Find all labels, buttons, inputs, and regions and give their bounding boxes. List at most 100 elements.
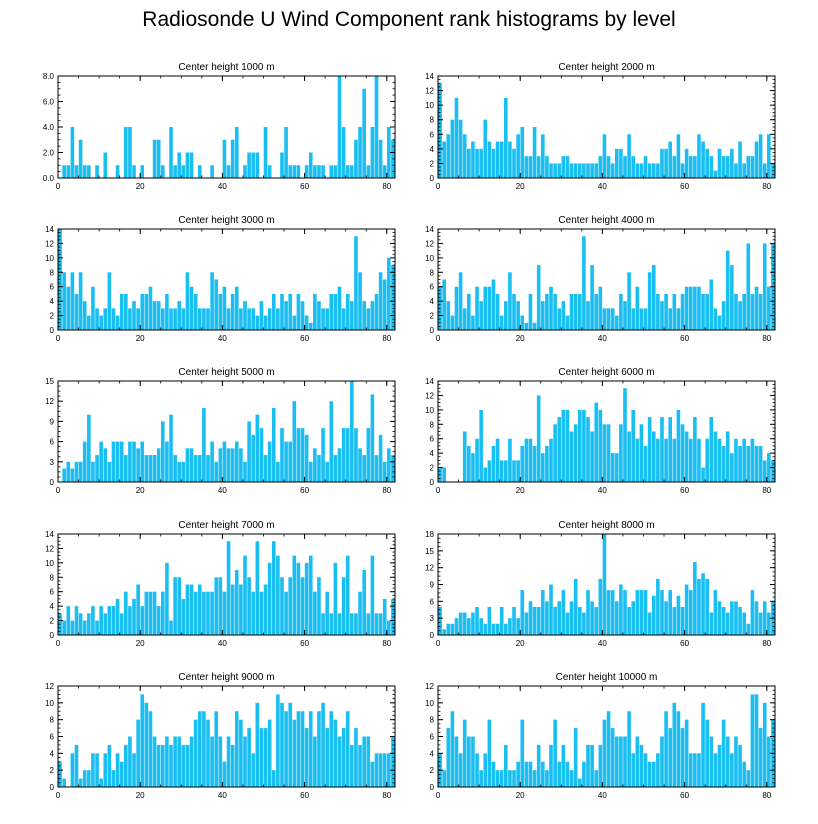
histogram-bar-4-49 (639, 308, 644, 330)
histogram-bar-1-70 (345, 165, 350, 178)
histogram-bar-4-5 (458, 272, 463, 330)
histogram-bar-1-16 (124, 127, 128, 178)
histogram-bar-3-29 (177, 301, 182, 330)
histogram-bar-6-52 (651, 431, 656, 482)
histogram-bar-10-32 (569, 770, 574, 787)
y-tick-label: 8 (430, 116, 435, 125)
histogram-bar-4-7 (467, 293, 471, 330)
histogram-bar-1-47 (251, 152, 256, 178)
histogram-bar-9-16 (124, 744, 128, 787)
histogram-bar-6-32 (569, 431, 574, 482)
histogram-bar-2-79 (762, 163, 767, 178)
histogram-bar-1-43 (234, 127, 239, 178)
y-tick-label: 14 (425, 72, 434, 81)
y-tick-label: 4 (50, 749, 55, 758)
histogram-bar-4-51 (647, 272, 652, 330)
histogram-bar-10-23 (532, 770, 537, 787)
histogram-bar-7-73 (358, 591, 362, 635)
histogram-bar-10-10 (479, 770, 483, 787)
histogram-bar-3-13 (111, 308, 116, 330)
histogram-bar-7-20 (140, 606, 145, 635)
histogram-bar-7-6 (82, 620, 87, 635)
histogram-bar-1-2 (66, 165, 71, 178)
histogram-bar-6-64 (701, 467, 705, 482)
histogram-bar-8-74 (742, 612, 746, 635)
y-tick-label: 10 (425, 101, 434, 110)
y-tick-label: 10 (425, 699, 434, 708)
panel-title-3: Center height 3000 m (178, 215, 274, 226)
histogram-bar-8-44 (619, 584, 623, 635)
histogram-bar-8-49 (639, 590, 644, 635)
y-tick-label: 10 (45, 699, 54, 708)
histogram-bar-7-33 (193, 591, 198, 635)
histogram-bar-7-19 (136, 584, 140, 635)
histogram-bar-9-36 (206, 719, 210, 787)
histogram-bar-5-30 (181, 461, 186, 482)
histogram-bar-1-31 (185, 152, 190, 178)
histogram-bar-5-73 (358, 448, 362, 482)
histogram-bar-5-6 (82, 441, 87, 482)
histogram-bar-3-26 (165, 293, 169, 330)
histogram-bar-1-77 (374, 76, 379, 178)
histogram-bar-8-31 (565, 612, 570, 635)
histogram-bar-6-76 (750, 438, 755, 482)
histogram-bar-4-33 (573, 293, 578, 330)
histogram-bar-3-44 (239, 308, 243, 330)
histogram-bar-9-48 (255, 702, 260, 787)
histogram-bar-9-66 (329, 711, 334, 787)
histogram-bar-5-76 (370, 394, 375, 482)
histogram-bar-8-57 (672, 606, 677, 635)
y-tick-label: 12 (425, 87, 434, 96)
histogram-bar-8-32 (569, 601, 574, 635)
histogram-bar-2-66 (709, 156, 714, 178)
histogram-bar-6-38 (594, 402, 599, 482)
histogram-bar-5-11 (103, 448, 108, 482)
histogram-bar-7-35 (202, 591, 206, 635)
histogram-bar-3-60 (304, 315, 309, 330)
histogram-bar-2-62 (693, 156, 697, 178)
histogram-bar-8-36 (586, 590, 590, 635)
histogram-bar-5-42 (230, 448, 235, 482)
histogram-bar-2-6 (462, 134, 467, 178)
histogram-bar-5-27 (169, 414, 173, 482)
histogram-bar-4-38 (594, 293, 599, 330)
histogram-bar-5-61 (308, 461, 313, 482)
histogram-bar-3-48 (255, 315, 260, 330)
histogram-bar-2-40 (602, 134, 607, 178)
x-tick-label: 0 (56, 334, 61, 343)
histogram-bar-8-24 (536, 606, 541, 635)
histogram-bar-9-19 (136, 719, 140, 787)
histogram-bar-10-64 (701, 702, 705, 787)
y-tick-label: 12 (45, 239, 54, 248)
histogram-bar-7-14 (115, 598, 120, 635)
histogram-bar-8-40 (602, 534, 607, 635)
histogram-bar-2-27 (549, 163, 553, 178)
x-tick-label: 80 (762, 791, 771, 800)
histogram-bar-2-48 (635, 163, 640, 178)
histogram-bar-9-49 (259, 728, 264, 787)
histogram-bar-1-72 (354, 139, 358, 178)
y-tick-label: 2 (430, 766, 435, 775)
histogram-bar-1-7 (87, 165, 91, 178)
y-tick-label: 6.0 (43, 98, 55, 107)
histogram-bar-2-5 (458, 119, 463, 178)
histogram-bar-1-58 (296, 165, 301, 178)
y-tick-label: 10 (425, 406, 434, 415)
histogram-bar-5-57 (292, 401, 297, 482)
y-tick-label: 6 (50, 438, 55, 447)
histogram-bar-2-19 (516, 134, 520, 178)
histogram-bar-10-56 (668, 728, 673, 787)
y-tick-label: 0 (430, 478, 435, 487)
histogram-bar-1-20 (140, 165, 145, 178)
histogram-bar-7-24 (156, 606, 161, 635)
x-tick-label: 20 (516, 334, 525, 343)
y-tick-label: 3 (430, 614, 435, 623)
histogram-bar-6-17 (508, 438, 512, 482)
histogram-bar-8-15 (499, 606, 504, 635)
histogram-bar-9-40 (222, 761, 227, 787)
histogram-bar-1-78 (378, 139, 383, 178)
histogram-bar-1-37 (210, 165, 214, 178)
histogram-bar-2-29 (557, 163, 562, 178)
histogram-bar-10-61 (688, 753, 693, 787)
